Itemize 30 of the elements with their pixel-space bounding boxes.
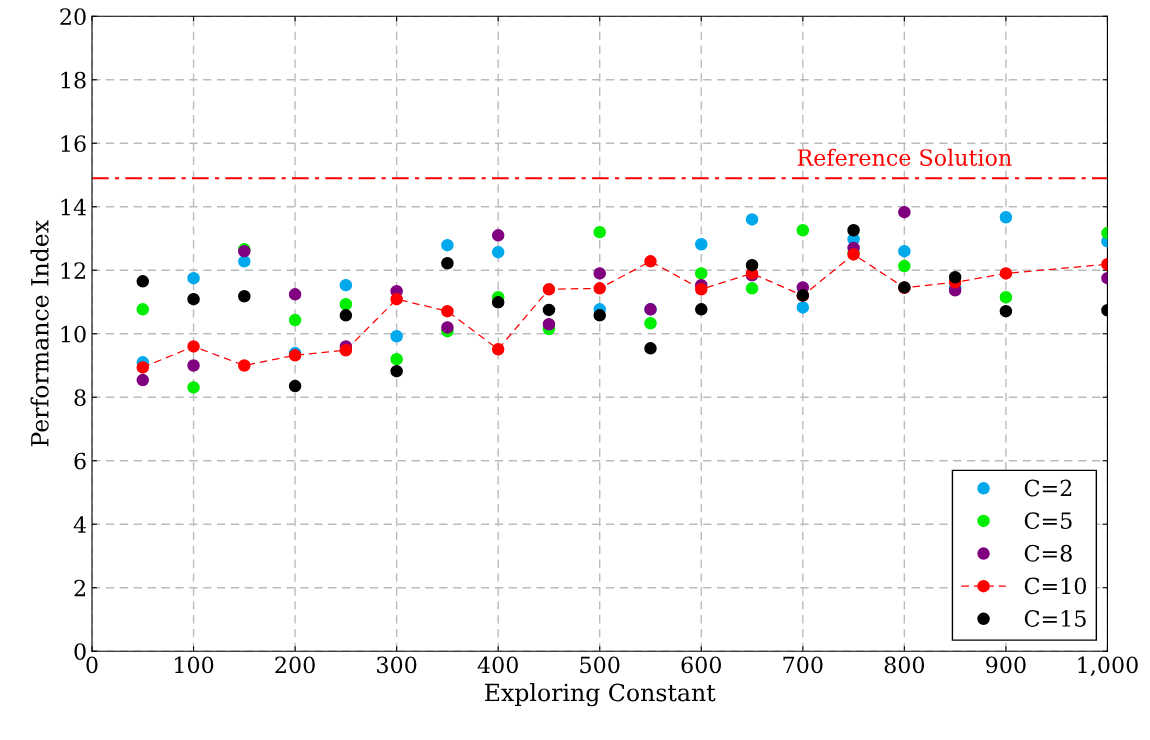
y-axis-title: Performance Index xyxy=(30,220,49,447)
x-axis-title: Exploring Constant xyxy=(485,683,716,707)
x-tick-label: 400 xyxy=(477,656,518,674)
x-tick-label: 700 xyxy=(783,656,823,674)
y-tick-label: 12 xyxy=(61,262,85,279)
legend-label: C=2 xyxy=(1024,479,1072,497)
x-tick-label: 100 xyxy=(175,656,214,674)
legend-label: C=15 xyxy=(1024,610,1086,627)
x-tick-label: 200 xyxy=(275,656,315,674)
ref-line-label: Reference Solution xyxy=(797,148,1012,166)
y-tick-label: 4 xyxy=(73,516,87,533)
x-tick-label: 0 xyxy=(86,656,98,674)
x-tick-label: 300 xyxy=(377,656,417,674)
y-tick-label: 20 xyxy=(60,8,86,26)
legend-label: C=5 xyxy=(1024,512,1072,530)
x-tick-label: 1,000 xyxy=(1078,656,1138,676)
legend-label: C=10 xyxy=(1024,577,1086,595)
legend-label: C=8 xyxy=(1024,544,1072,562)
x-tick-label: 600 xyxy=(681,656,721,674)
y-tick-label: 18 xyxy=(61,71,86,89)
x-tick-label: 800 xyxy=(884,656,925,674)
y-tick-label: 0 xyxy=(74,643,86,660)
x-tick-label: 500 xyxy=(580,656,620,674)
y-tick-label: 6 xyxy=(74,452,86,470)
y-tick-label: 10 xyxy=(61,325,86,343)
y-tick-label: 14 xyxy=(61,198,87,216)
y-tick-label: 8 xyxy=(74,389,86,406)
y-tick-label: 2 xyxy=(74,579,85,597)
x-tick-label: 900 xyxy=(986,656,1026,674)
y-tick-label: 16 xyxy=(61,135,86,153)
